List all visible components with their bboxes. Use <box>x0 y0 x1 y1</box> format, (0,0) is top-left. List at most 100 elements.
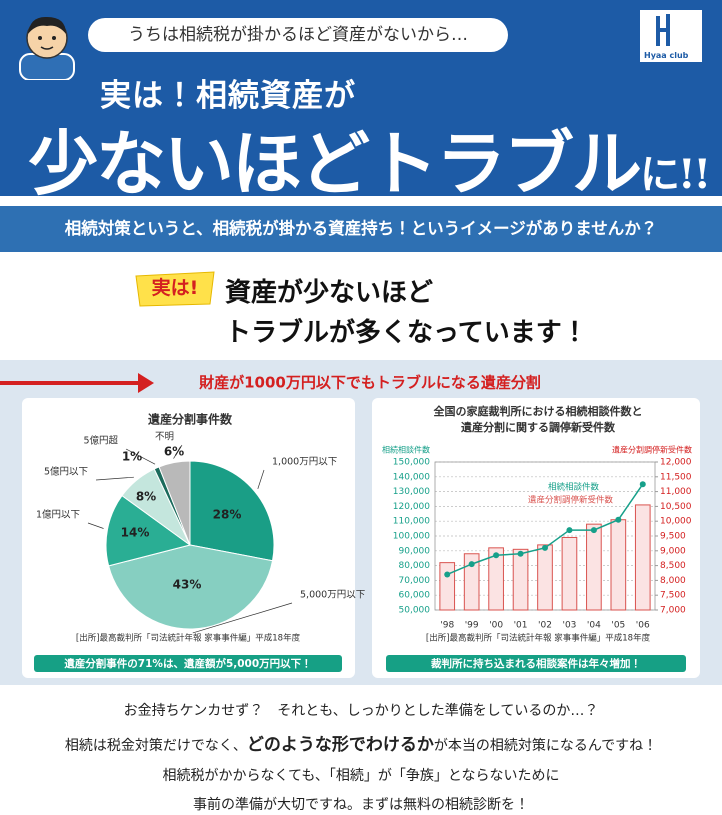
bar <box>586 523 602 611</box>
slice-name: 5億円超 <box>83 435 118 447</box>
chart-title: 遺産分割事件数 <box>148 412 233 427</box>
caption: 遺産分割事件の71%は、遺産額が5,000万円以下！ <box>64 657 311 670</box>
title-main-text: 少ないほどトラブル <box>28 122 642 205</box>
bar <box>439 562 456 611</box>
charts-area: 財産が1000万円以下でもトラブルになる遺産分割 遺産分割事件数 28% 1,000… <box>0 360 722 685</box>
line-point <box>493 552 500 559</box>
line-point <box>517 550 524 557</box>
source: [出所]最高裁判所「司法統計年報 家事事件編」平成18年度 <box>76 633 301 644</box>
closing-text: が本当の相続対策になるんですね！ <box>433 738 658 754</box>
closing-line: 相続は税金対策だけでなく、どのような形でわけるかが本当の相続対策になるんですね！ <box>0 730 722 755</box>
x-tick-label: '02 <box>538 621 552 631</box>
subtitle: 相続対策というと、相続税が掛かる資産持ち！というイメージがありませんか？ <box>0 206 722 252</box>
logo-mark <box>656 14 670 46</box>
y-tick-label: 50,000 <box>399 606 431 616</box>
callout-line: 資産が少ないほど <box>225 278 434 308</box>
leader-line <box>257 469 265 490</box>
title-line: 実は！相続資産が <box>100 78 356 114</box>
bar <box>561 536 578 611</box>
x-tick-label: '04 <box>587 621 601 631</box>
callout-line: トラブルが多くなっています！ <box>225 318 588 348</box>
line-point <box>542 544 548 551</box>
legend-label: 相続相談件数 <box>548 482 600 493</box>
y2-tick-label: 11,000 <box>660 487 692 497</box>
pie-slice <box>158 460 191 546</box>
pie-slice <box>105 494 192 567</box>
line-point <box>444 571 451 578</box>
pie-slice <box>108 544 274 630</box>
bar <box>488 547 504 611</box>
y-tick-label: 130,000 <box>393 487 430 497</box>
slice-percent: 8% <box>136 490 156 504</box>
badge-shape <box>135 271 215 307</box>
bar <box>512 548 529 611</box>
line-point <box>615 516 622 523</box>
caption-bar <box>34 655 342 672</box>
y2-axis-label: 遺産分割調停新受件数 <box>612 445 692 455</box>
slice-percent: 28% <box>213 508 242 522</box>
y2-tick-label: 7,000 <box>660 606 686 616</box>
x-tick-label: '01 <box>514 621 528 631</box>
closing-emphasis: どのような形でわけるか <box>246 735 434 755</box>
slice-name: 1,000万円以下 <box>272 457 337 468</box>
closing-line: 事前の準備が大切ですね。まずは無料の相続診断を！ <box>193 797 529 813</box>
slice-name: 5,000万円以下 <box>300 590 365 601</box>
line-point <box>639 481 646 488</box>
leader-line <box>173 444 183 459</box>
y-tick-label: 100,000 <box>393 532 430 542</box>
y2-tick-label: 11,500 <box>660 472 692 482</box>
slice-percent: 1% <box>122 450 142 464</box>
y-tick-label: 150,000 <box>393 458 430 468</box>
logo-text: Hyaa club <box>644 51 689 60</box>
line-point <box>566 527 573 534</box>
y-tick-label: 80,000 <box>399 561 431 571</box>
heading-arrow <box>138 373 154 393</box>
logo: Hyaa club <box>640 10 702 62</box>
person-icon <box>19 16 75 80</box>
line-point <box>468 561 475 568</box>
y2-tick-label: 10,000 <box>660 517 692 527</box>
x-tick-label: '98 <box>440 621 454 631</box>
chart-title: 遺産分割に関する調停新受件数 <box>461 420 616 434</box>
legend-label: 遺産分割調停新受件数 <box>528 495 614 506</box>
y-tick-label: 70,000 <box>399 576 431 586</box>
y2-tick-label: 8,500 <box>660 561 686 571</box>
slice-name: 5億円以下 <box>44 466 88 478</box>
slice-name: 不明 <box>155 432 174 443</box>
y-axis-label: 相続相談件数 <box>382 445 430 455</box>
heading-rule <box>0 381 140 385</box>
section-heading: 財産が1000万円以下でもトラブルになる遺産分割 <box>198 374 541 392</box>
x-tick-label: '03 <box>562 621 576 631</box>
source: [出所]最高裁判所「司法統計年報 家事事件編」平成18年度 <box>426 633 651 644</box>
slice-percent: 6% <box>164 445 184 459</box>
y-tick-label: 120,000 <box>393 502 430 512</box>
leader-line <box>95 476 134 481</box>
x-tick-label: '99 <box>465 621 479 631</box>
y2-tick-label: 9,000 <box>660 546 686 556</box>
closing-line: お金持ちケンカせず？ それとも、しっかりとした準備をしているのか…？ <box>123 703 599 719</box>
speech-bubble: うちは相続税が掛かるほど資産がないから… <box>88 18 508 52</box>
slice-percent: 43% <box>173 578 202 592</box>
bar <box>634 504 651 611</box>
y2-tick-label: 10,500 <box>660 502 692 512</box>
x-tick-label: '05 <box>611 621 625 631</box>
closing-text: 相続は税金対策だけでなく、 <box>64 738 247 754</box>
caption: 裁判所に持ち込まれる相談案件は年々増加！ <box>431 657 641 670</box>
chart-title: 全国の家庭裁判所における相続相談件数と <box>434 404 643 418</box>
leader-line <box>87 522 104 529</box>
y2-tick-label: 8,000 <box>660 576 686 586</box>
bar <box>610 519 627 611</box>
y-tick-label: 110,000 <box>393 517 430 527</box>
y-tick-label: 140,000 <box>393 472 430 482</box>
slice-name: 1億円以下 <box>36 509 80 521</box>
y-tick-label: 90,000 <box>399 546 431 556</box>
bar <box>463 553 480 611</box>
bar <box>537 544 553 611</box>
x-tick-label: '06 <box>636 621 650 631</box>
title-suffix: に!! <box>640 151 711 198</box>
slice-percent: 14% <box>121 526 150 540</box>
y2-tick-label: 7,500 <box>660 591 686 601</box>
y-tick-label: 60,000 <box>399 591 431 601</box>
y2-tick-label: 12,000 <box>660 458 692 468</box>
